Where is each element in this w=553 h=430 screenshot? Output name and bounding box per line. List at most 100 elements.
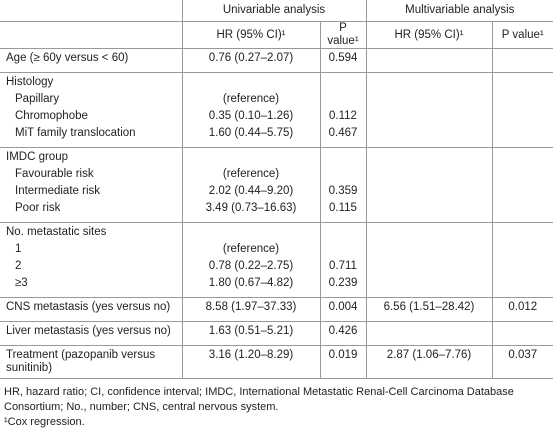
- label-cell: No. metastatic sites: [0, 222, 183, 243]
- value-cell: [365, 93, 493, 110]
- label-cell: Chromophobe: [0, 110, 183, 127]
- value-cell: 0.78 (0.22–2.75): [181, 260, 321, 277]
- value-cell: 1.63 (0.51–5.21): [181, 321, 321, 346]
- value-cell: [365, 260, 493, 277]
- table-row: MiT family translocation 1.60 (0.44–5.75)…: [0, 127, 553, 148]
- label-cell: Intermediate risk: [0, 185, 183, 202]
- value-cell: [491, 185, 553, 202]
- value-cell: 1.80 (0.67–4.82): [181, 277, 321, 298]
- label-cell: ≥3: [0, 277, 183, 298]
- value-cell: [491, 202, 553, 223]
- value-cell: 0.426: [319, 321, 367, 346]
- value-cell: (reference): [181, 243, 321, 260]
- value-cell: [319, 147, 367, 168]
- row-group: Treatment (pazopanib versus sunitinib) 3.…: [0, 345, 553, 379]
- value-cell: [491, 277, 553, 298]
- value-cell: (reference): [181, 168, 321, 185]
- value-cell: 3.16 (1.20–8.29): [181, 345, 321, 379]
- header-cell: P value¹: [491, 21, 553, 49]
- table-row: IMDC group: [0, 147, 553, 168]
- value-cell: [491, 168, 553, 185]
- header-cell: Multivariable analysis: [365, 0, 553, 22]
- value-cell: [491, 110, 553, 127]
- value-cell: 0.76 (0.27–2.07): [181, 48, 321, 73]
- value-cell: [365, 202, 493, 223]
- label-cell: Favourable risk: [0, 168, 183, 185]
- value-cell: [319, 222, 367, 243]
- row-group: Histology Papillary (reference) Chromophobe…: [0, 72, 553, 148]
- footnotes: HR, hazard ratio; CI, confidence interva…: [0, 379, 553, 430]
- value-cell: [319, 168, 367, 185]
- value-cell: [365, 277, 493, 298]
- value-cell: [491, 222, 553, 243]
- footnote: HR, hazard ratio; CI, confidence interva…: [4, 386, 514, 413]
- value-cell: 2.87 (1.06–7.76): [365, 345, 493, 379]
- table-row: CNS metastasis (yes versus no) 8.58 (1.97…: [0, 297, 553, 322]
- table-row: Treatment (pazopanib versus sunitinib) 3.…: [0, 345, 553, 379]
- header-cell: HR (95% CI)¹: [365, 21, 493, 49]
- value-cell: [365, 147, 493, 168]
- row-group: Age (≥ 60y versus < 60) 0.76 (0.27–2.07) 0…: [0, 48, 553, 73]
- table-row: Favourable risk (reference): [0, 168, 553, 185]
- table-row: Poor risk 3.49 (0.73–16.63) 0.115: [0, 202, 553, 223]
- value-cell: [365, 321, 493, 346]
- value-cell: (reference): [181, 93, 321, 110]
- header-cell: Univariable analysis: [181, 0, 367, 22]
- label-cell: Liver metastasis (yes versus no): [0, 321, 183, 346]
- table-row: Liver metastasis (yes versus no) 1.63 (0.…: [0, 321, 553, 346]
- header-row: Univariable analysis Multivariable analy…: [0, 0, 553, 22]
- header-cell: [0, 0, 183, 22]
- value-cell: 0.239: [319, 277, 367, 298]
- value-cell: 0.037: [491, 345, 553, 379]
- table-row: ≥3 1.80 (0.67–4.82) 0.239: [0, 277, 553, 298]
- value-cell: [365, 168, 493, 185]
- label-cell: IMDC group: [0, 147, 183, 168]
- value-cell: [181, 72, 321, 93]
- table-header: Univariable analysis Multivariable analy…: [0, 0, 553, 49]
- value-cell: [491, 321, 553, 346]
- value-cell: 0.35 (0.10–1.26): [181, 110, 321, 127]
- value-cell: [491, 260, 553, 277]
- label-cell: 2: [0, 260, 183, 277]
- value-cell: [181, 147, 321, 168]
- table-row: Papillary (reference): [0, 93, 553, 110]
- value-cell: [491, 147, 553, 168]
- label-cell: CNS metastasis (yes versus no): [0, 297, 183, 322]
- table-row: Age (≥ 60y versus < 60) 0.76 (0.27–2.07) 0…: [0, 48, 553, 73]
- value-cell: 0.019: [319, 345, 367, 379]
- value-cell: [491, 48, 553, 73]
- header-cell: HR (95% CI)¹: [181, 21, 321, 49]
- label-cell: Age (≥ 60y versus < 60): [0, 48, 183, 73]
- row-group: Liver metastasis (yes versus no) 1.63 (0.…: [0, 321, 553, 346]
- results-table: Univariable analysis Multivariable analy…: [0, 0, 553, 379]
- value-cell: [365, 48, 493, 73]
- value-cell: [319, 243, 367, 260]
- value-cell: [365, 243, 493, 260]
- row-group: No. metastatic sites 1 (reference) 2 0.78 (0…: [0, 222, 553, 298]
- header-row: HR (95% CI)¹ P value¹ HR (95% CI)¹ P val…: [0, 21, 553, 49]
- value-cell: 6.56 (1.51–28.42): [365, 297, 493, 322]
- table-row: 1 (reference): [0, 243, 553, 260]
- label-cell: 1: [0, 243, 183, 260]
- table-row: 2 0.78 (0.22–2.75) 0.711: [0, 260, 553, 277]
- label-cell: MiT family translocation: [0, 127, 183, 148]
- value-cell: 0.594: [319, 48, 367, 73]
- table-row: No. metastatic sites: [0, 222, 553, 243]
- value-cell: [319, 72, 367, 93]
- header-cell: [0, 21, 183, 49]
- header-cell: P value¹: [319, 21, 367, 49]
- value-cell: 0.112: [319, 110, 367, 127]
- table-row: Histology: [0, 72, 553, 93]
- value-cell: 0.711: [319, 260, 367, 277]
- value-cell: [491, 127, 553, 148]
- value-cell: [319, 93, 367, 110]
- value-cell: 0.004: [319, 297, 367, 322]
- label-cell: Treatment (pazopanib versus sunitinib): [0, 345, 183, 379]
- value-cell: 0.115: [319, 202, 367, 223]
- value-cell: [365, 185, 493, 202]
- value-cell: 0.359: [319, 185, 367, 202]
- value-cell: [491, 93, 553, 110]
- row-group: CNS metastasis (yes versus no) 8.58 (1.97…: [0, 297, 553, 322]
- value-cell: 3.49 (0.73–16.63): [181, 202, 321, 223]
